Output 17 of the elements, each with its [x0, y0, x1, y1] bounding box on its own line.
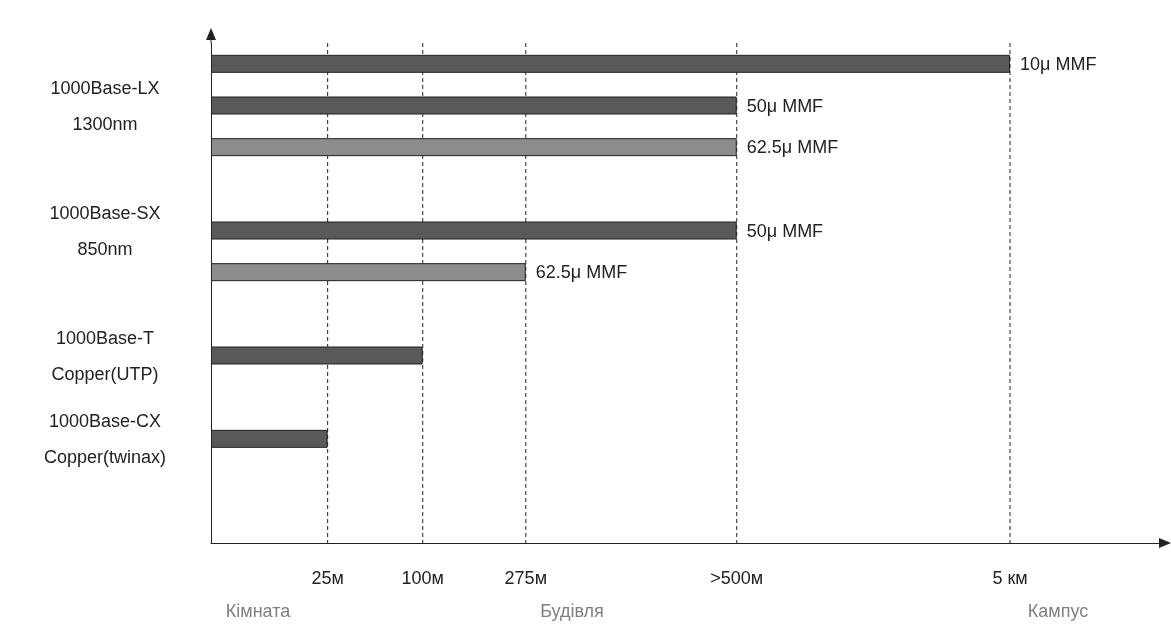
series-label: 50μ MMF — [746, 95, 824, 116]
text: Кампус — [1027, 601, 1089, 621]
ref-line-label: 25м — [311, 568, 344, 588]
text: Кімната — [225, 601, 292, 621]
text: 62.5μ MMF — [535, 262, 628, 283]
ref-line-label: 5 км — [992, 568, 1028, 588]
text: 50μ MMF — [746, 220, 824, 241]
series-label: 10μ MMF — [1020, 53, 1097, 74]
y-tick-label: 1000Base-LX 1300nm — [50, 77, 160, 134]
ref-line-label: 100м — [401, 568, 444, 588]
series-label: 62.5μ MMF — [746, 137, 839, 158]
y-tick-label: 1000Base-CX Copper(twinax) — [43, 410, 167, 467]
ref-line-label: 275м — [504, 568, 548, 588]
text: Будівля — [540, 601, 604, 621]
y-tick-label: 1000Base-T Copper(UTP) — [51, 327, 159, 384]
y-tick-label: 1000Base-SX 850nm — [49, 202, 161, 259]
ref-line-label: >500м — [710, 568, 764, 588]
